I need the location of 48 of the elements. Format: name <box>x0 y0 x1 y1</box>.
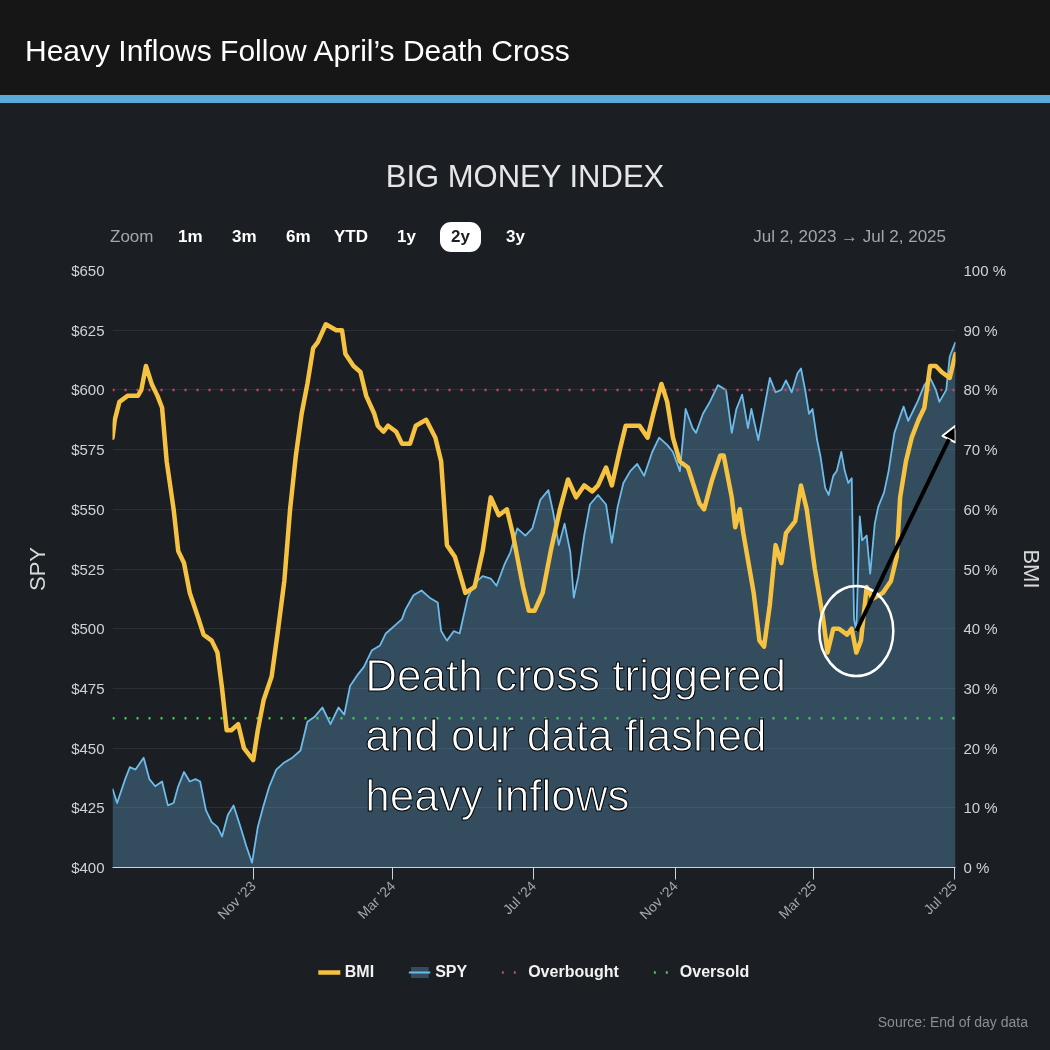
y2-tick-label: 30 % <box>963 679 998 697</box>
text: 1y <box>397 226 416 248</box>
chart-subtitle: BIG MONEY INDEX <box>384 158 666 196</box>
legend-label: SPY <box>435 963 468 981</box>
y2-tick-label: 0 % <box>963 859 990 876</box>
y-axis-title: SPY <box>25 546 51 592</box>
text: 6m <box>286 226 311 248</box>
x-tick-label: Mar '24 <box>354 877 399 922</box>
y-tick-label: $575 <box>71 441 105 459</box>
chart-title: Heavy Inflows Follow April’s Death Cross <box>25 33 570 69</box>
y2-tick-label: 70 % <box>963 441 998 459</box>
text: YTD <box>334 226 368 248</box>
y-tick-label: $500 <box>71 620 105 638</box>
legend-label: BMI <box>344 963 375 981</box>
y-tick-label: $475 <box>71 679 105 697</box>
y2-tick-label: 20 % <box>963 739 998 757</box>
text: 3y <box>506 226 525 248</box>
x-tick-label: Jul '24 <box>499 877 540 918</box>
text: Jul 2, 2023 → Jul 2, 2025 <box>753 226 946 248</box>
y2-tick-label: 10 % <box>963 799 998 817</box>
legend-label: Oversold <box>679 963 750 981</box>
y-tick-label: $550 <box>71 500 105 518</box>
y-tick-label: $450 <box>71 739 105 757</box>
line-series <box>112 321 956 763</box>
x-tick-label: Mar '25 <box>775 877 820 922</box>
y-tick-label: $400 <box>71 859 105 876</box>
y-tick-label: $600 <box>71 381 105 399</box>
y2-tick-label: 40 % <box>963 620 998 638</box>
x-tick-label: Jul '25 <box>920 877 961 918</box>
text: Zoom <box>110 226 154 248</box>
y-tick-label: $425 <box>71 799 105 817</box>
y2-tick-label: 100 % <box>963 262 1007 279</box>
y-tick-label: $650 <box>71 262 105 279</box>
legend-label: Overbought <box>528 963 619 981</box>
source-note: Source: End of day data <box>877 1013 1028 1032</box>
y2-tick-label: 50 % <box>963 560 998 578</box>
y2-axis-title: BMI <box>1019 549 1045 589</box>
text: 1m <box>178 226 203 248</box>
y2-tick-label: 60 % <box>963 500 998 518</box>
annotation: Death cross triggered and our data flashed heavy inflows <box>365 651 786 820</box>
y-tick-label: $625 <box>71 321 105 339</box>
x-tick-label: Nov '23 <box>214 877 259 923</box>
text: 2y <box>440 222 481 253</box>
y2-tick-label: 80 % <box>963 381 998 399</box>
text: 3m <box>232 226 257 248</box>
y-tick-label: $525 <box>71 560 105 578</box>
x-tick-label: Nov '24 <box>636 877 682 923</box>
y2-tick-label: 90 % <box>963 321 998 339</box>
